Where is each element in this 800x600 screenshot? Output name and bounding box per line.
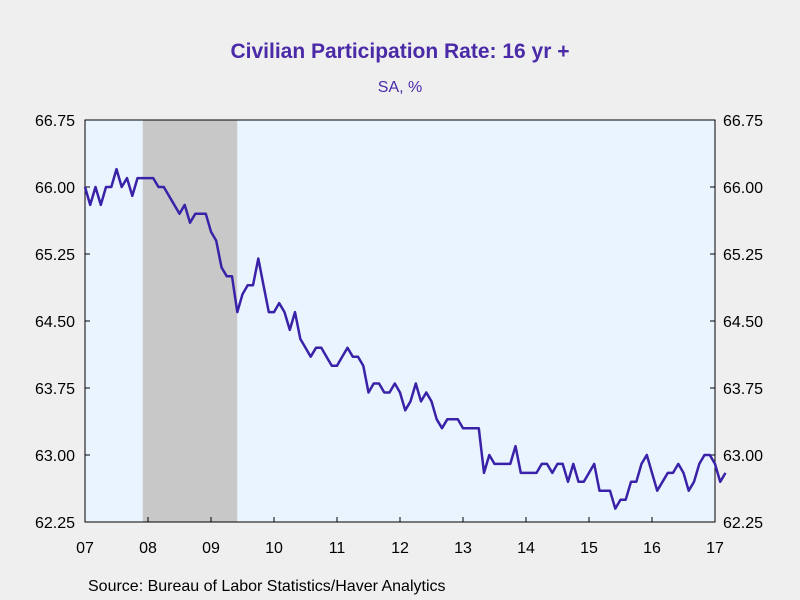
y-tick-label-left: 64.50: [35, 314, 75, 331]
x-tick-label: 16: [643, 540, 661, 557]
x-tick-label: 17: [706, 540, 724, 557]
x-tick-label: 08: [139, 540, 157, 557]
source-note: Source: Bureau of Labor Statistics/Haver…: [88, 578, 446, 595]
y-tick-label-left: 63.00: [35, 448, 75, 465]
y-tick-label-left: 62.25: [35, 515, 75, 532]
y-tick-label-left: 66.00: [35, 180, 75, 197]
y-tick-label-right: 66.00: [723, 180, 763, 197]
recession-shading: [142, 120, 238, 522]
chart-title: Civilian Participation Rate: 16 yr +: [230, 40, 570, 63]
y-tick-label-left: 63.75: [35, 381, 75, 398]
y-tick-label-right: 64.50: [723, 314, 763, 331]
y-tick-label-right: 66.75: [723, 113, 763, 130]
x-tick-label: 11: [329, 540, 346, 557]
x-tick-label: 09: [202, 540, 220, 557]
x-tick-label: 12: [391, 540, 409, 557]
x-tick-label: 14: [517, 540, 535, 557]
y-tick-label-left: 66.75: [35, 113, 75, 130]
y-tick-label-right: 62.25: [723, 515, 763, 532]
x-tick-label: 15: [580, 540, 598, 557]
y-tick-label-right: 63.75: [723, 381, 763, 398]
x-tick-label: 13: [454, 540, 472, 557]
x-tick-label: 10: [265, 540, 283, 557]
y-tick-label-right: 65.25: [723, 247, 763, 264]
series-line-0: [83, 167, 727, 510]
y-tick-label-right: 63.00: [723, 448, 763, 465]
chart-subtitle: SA, %: [377, 79, 423, 96]
x-tick-label: 07: [76, 540, 94, 557]
y-tick-label-left: 65.25: [35, 247, 75, 264]
